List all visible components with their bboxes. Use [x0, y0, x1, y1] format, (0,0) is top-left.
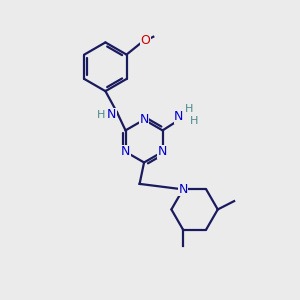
Text: N: N — [107, 108, 116, 121]
Text: N: N — [140, 113, 149, 126]
Text: N: N — [121, 145, 130, 158]
Text: O: O — [141, 34, 151, 47]
Text: N: N — [158, 145, 167, 158]
Text: N: N — [174, 110, 184, 123]
Text: H: H — [185, 104, 194, 114]
Text: H: H — [96, 110, 105, 120]
Text: H: H — [190, 116, 199, 127]
Text: N: N — [178, 183, 188, 196]
